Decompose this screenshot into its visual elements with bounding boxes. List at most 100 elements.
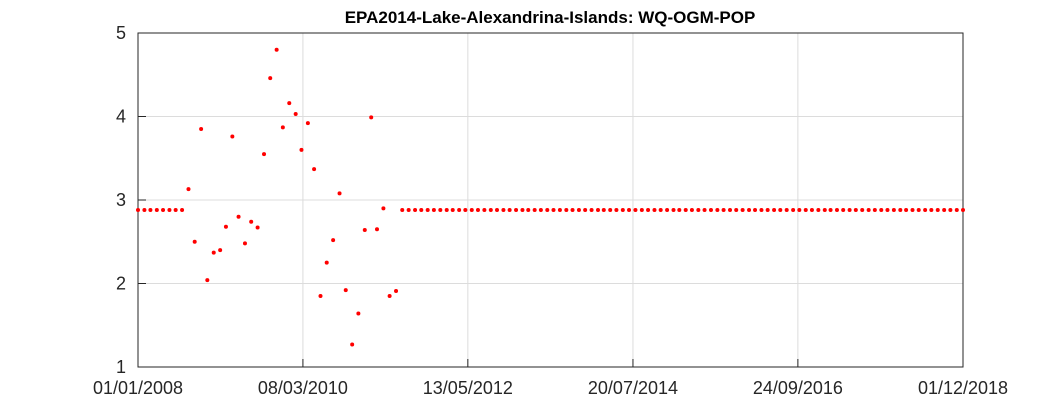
data-point	[583, 208, 588, 213]
data-point	[784, 208, 789, 213]
data-point	[557, 208, 562, 213]
x-tick-label: 01/12/2018	[918, 378, 1008, 398]
data-point	[728, 208, 733, 213]
data-point	[218, 248, 223, 253]
data-point	[381, 206, 386, 211]
data-point	[898, 208, 903, 213]
data-point	[923, 208, 928, 213]
data-point	[242, 241, 247, 246]
data-point	[772, 208, 777, 213]
data-point	[803, 208, 808, 213]
data-point	[545, 208, 550, 213]
data-point	[620, 208, 625, 213]
data-point	[450, 208, 455, 213]
data-point	[589, 208, 594, 213]
data-point	[236, 214, 241, 219]
data-point	[142, 208, 147, 213]
data-point	[570, 208, 575, 213]
data-point	[318, 294, 323, 299]
data-point	[834, 208, 839, 213]
data-point	[192, 239, 197, 244]
data-point	[753, 208, 758, 213]
data-point	[274, 47, 279, 52]
data-point	[866, 208, 871, 213]
data-point	[759, 208, 764, 213]
data-point	[293, 111, 298, 116]
data-point	[356, 311, 361, 316]
data-point	[885, 208, 890, 213]
data-point	[167, 208, 172, 213]
data-point	[689, 208, 694, 213]
data-point	[841, 208, 846, 213]
data-point	[721, 208, 726, 213]
x-axis-ticks: 01/01/2008 08/03/2010 13/05/2012 20/07/2014…	[93, 359, 1008, 398]
data-point	[362, 228, 367, 233]
data-point	[929, 208, 934, 213]
data-point	[853, 208, 858, 213]
data-point	[740, 208, 745, 213]
data-point	[387, 294, 392, 299]
y-tick-label: 1	[116, 357, 126, 377]
data-point	[249, 219, 254, 224]
data-point	[778, 208, 783, 213]
data-point	[935, 208, 940, 213]
x-tick-label: 20/07/2014	[588, 378, 678, 398]
data-point	[860, 208, 865, 213]
data-point	[879, 208, 884, 213]
data-point	[199, 127, 204, 132]
data-point	[822, 208, 827, 213]
data-point	[305, 121, 310, 126]
data-point	[488, 208, 493, 213]
data-point	[961, 208, 965, 213]
data-point	[683, 208, 688, 213]
data-point	[186, 187, 191, 192]
data-point	[425, 208, 430, 213]
data-point	[847, 208, 852, 213]
data-point	[230, 134, 235, 139]
data-point	[205, 278, 210, 283]
data-point	[665, 208, 670, 213]
data-point	[374, 227, 379, 232]
data-point	[475, 208, 480, 213]
data-point	[173, 208, 178, 213]
data-point	[538, 208, 543, 213]
data-point	[350, 342, 355, 347]
data-point	[948, 208, 953, 213]
data-point	[438, 208, 443, 213]
data-point	[299, 147, 304, 152]
data-point	[595, 208, 600, 213]
data-point	[797, 208, 802, 213]
data-point	[262, 152, 267, 157]
data-point	[520, 208, 525, 213]
data-point	[324, 260, 329, 265]
data-point	[413, 208, 418, 213]
data-point	[495, 208, 500, 213]
data-point	[501, 208, 506, 213]
data-point	[828, 208, 833, 213]
data-point	[280, 125, 285, 130]
data-point	[331, 238, 336, 243]
y-tick-label: 4	[116, 107, 126, 127]
x-tick-label: 13/05/2012	[423, 378, 513, 398]
data-point	[457, 208, 462, 213]
data-point	[469, 208, 474, 213]
data-point	[910, 208, 915, 213]
data-point	[765, 208, 770, 213]
data-point	[551, 208, 556, 213]
data-point	[658, 208, 663, 213]
data-point	[343, 288, 348, 293]
data-point	[708, 208, 713, 213]
data-point	[564, 208, 569, 213]
data-points	[136, 47, 965, 347]
data-point	[633, 208, 638, 213]
data-point	[734, 208, 739, 213]
data-point	[715, 208, 720, 213]
data-point	[154, 208, 159, 213]
data-point	[816, 208, 821, 213]
data-point	[677, 208, 682, 213]
data-point	[337, 191, 342, 196]
data-point	[652, 208, 657, 213]
data-point	[223, 224, 228, 229]
data-point	[646, 208, 651, 213]
